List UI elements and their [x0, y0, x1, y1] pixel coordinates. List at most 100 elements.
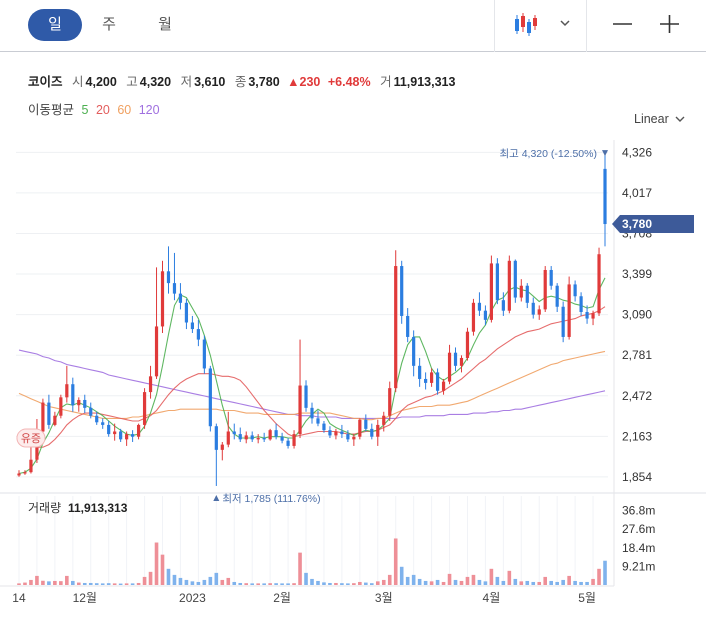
volume-bar — [483, 581, 488, 585]
candle — [561, 306, 565, 337]
volume-bar — [304, 572, 308, 585]
low-label: 저 — [180, 75, 193, 89]
candle — [148, 376, 153, 393]
volume-bar — [274, 583, 278, 585]
min-marker-icon — [213, 494, 220, 501]
candle — [142, 392, 147, 425]
volume-bar — [53, 580, 57, 585]
volume-bar — [71, 580, 75, 585]
candle — [358, 419, 362, 437]
candle — [172, 283, 177, 294]
volume-bar — [316, 580, 320, 585]
candle — [525, 285, 529, 303]
candle — [95, 415, 99, 423]
candle — [274, 430, 278, 437]
volume-bar — [184, 579, 189, 585]
candle — [394, 266, 398, 389]
candle — [316, 418, 320, 424]
zoom-in-button[interactable] — [655, 12, 685, 38]
volume-bar — [340, 583, 344, 585]
candle — [113, 431, 117, 435]
volume-label: 거 — [380, 75, 392, 89]
candle — [471, 302, 476, 332]
tab-month[interactable]: 월 — [158, 16, 172, 33]
candle — [352, 436, 356, 440]
max-marker-icon — [602, 150, 609, 157]
x-tick-label: 2023 — [179, 591, 206, 605]
candle — [208, 368, 212, 427]
volume-bar — [477, 579, 482, 585]
candle — [41, 402, 45, 432]
volume-bar — [130, 583, 135, 585]
current-price-tag — [612, 215, 694, 234]
volume-bar — [190, 581, 195, 585]
candle — [310, 407, 314, 419]
volume-bar — [561, 579, 565, 585]
candle — [226, 431, 230, 445]
candle — [346, 434, 350, 440]
candle — [59, 397, 63, 416]
chevron-down-icon — [675, 116, 685, 122]
plus-icon — [660, 15, 679, 33]
candle — [77, 399, 81, 406]
candle — [268, 430, 272, 440]
candle — [412, 336, 416, 366]
chevron-down-icon[interactable] — [560, 20, 570, 27]
volume-tick-label: 27.6m — [622, 522, 655, 536]
volume-bar — [399, 566, 404, 585]
volume-bar — [334, 582, 338, 585]
ma-20: 20 — [95, 103, 110, 117]
candle — [17, 473, 21, 476]
ma5-line — [18, 277, 606, 475]
volume-bar — [591, 578, 595, 585]
price-tick-label: 2,472 — [622, 389, 652, 403]
volume-bar — [148, 571, 153, 585]
event-label: 유증 — [21, 432, 41, 445]
candle — [603, 168, 607, 225]
volume-tick-label: 36.8m — [622, 504, 655, 518]
volume-bar — [507, 570, 512, 585]
volume-bar — [459, 580, 464, 585]
volume-bar — [381, 579, 386, 585]
tab-week[interactable]: 주 — [102, 16, 116, 33]
scale-selector[interactable]: Linear — [634, 112, 685, 126]
chart-type-button[interactable] — [512, 12, 574, 38]
volume-title: 거래량 — [28, 501, 61, 515]
candle — [244, 435, 248, 440]
volume-bar — [65, 575, 69, 585]
zoom-out-button[interactable] — [608, 12, 638, 38]
ma-label: 이동평균 — [28, 103, 75, 117]
candle — [453, 352, 458, 366]
candle — [131, 434, 135, 437]
candle — [280, 436, 284, 441]
volume-bar — [537, 581, 542, 585]
volume-bar — [268, 583, 272, 585]
open-value: 4,200 — [85, 75, 117, 89]
volume-bar — [411, 574, 416, 585]
volume-bar — [435, 579, 440, 585]
candle — [202, 339, 206, 369]
volume-bar — [429, 581, 434, 585]
volume-bar — [585, 581, 589, 585]
volume-bar — [513, 578, 518, 585]
candle — [262, 438, 266, 440]
candle — [447, 352, 452, 382]
volume-bar — [573, 580, 577, 585]
price-tick-label: 3,090 — [622, 308, 652, 322]
x-tick-label: 2월 — [273, 591, 291, 605]
minus-icon — [613, 23, 632, 25]
candle — [579, 296, 583, 312]
volume-bar — [489, 568, 494, 585]
candle — [184, 302, 189, 323]
volume-tick-label: 18.4m — [622, 541, 655, 555]
volume-bar — [417, 578, 422, 585]
low-value: 3,610 — [194, 75, 226, 89]
high-value: 4,320 — [139, 75, 172, 89]
candle — [441, 381, 446, 391]
volume-bar — [256, 583, 260, 585]
tab-day[interactable]: 일 — [28, 9, 82, 41]
volume-bar — [369, 583, 374, 585]
candle — [555, 285, 559, 307]
candle — [214, 426, 218, 450]
